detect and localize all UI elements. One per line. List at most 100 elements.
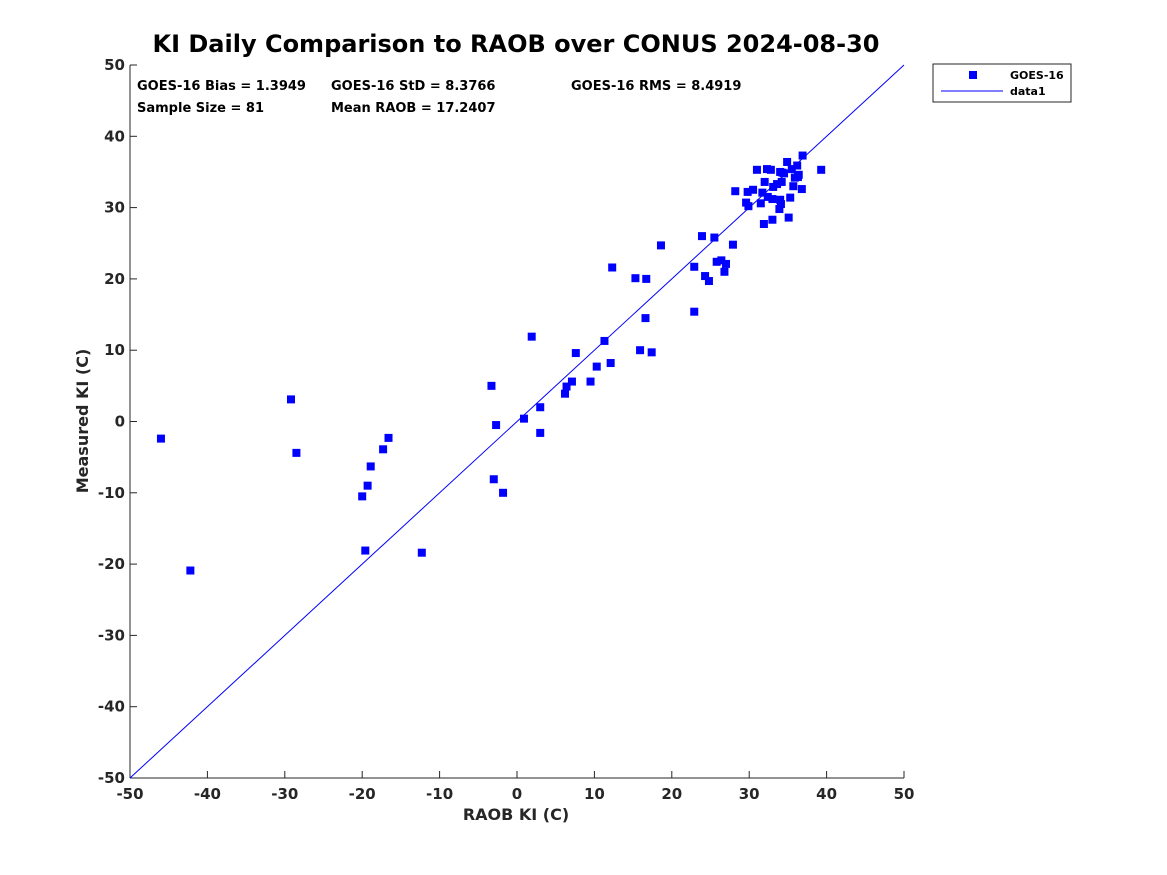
data-point — [656, 241, 665, 250]
data-point — [571, 349, 580, 358]
data-point — [636, 346, 645, 355]
data-point — [156, 434, 165, 443]
data-point — [701, 272, 710, 281]
data-point — [758, 188, 767, 197]
data-point — [786, 193, 795, 202]
data-point — [642, 274, 651, 283]
stat-std: GOES-16 StD = 8.3766 — [331, 79, 495, 94]
data-point — [361, 546, 370, 555]
data-point — [776, 195, 785, 204]
data-point — [527, 332, 536, 341]
y-tick-label: 50 — [104, 56, 125, 74]
data-point — [817, 165, 826, 174]
data-point — [631, 274, 640, 283]
y-axis-label: Measured KI (C) — [73, 349, 92, 494]
data-point — [536, 428, 545, 437]
data-point — [744, 202, 753, 211]
data-point — [690, 262, 699, 271]
legend: GOES-16 data1 — [932, 63, 1072, 103]
data-point — [766, 165, 775, 174]
data-point — [776, 200, 785, 209]
x-tick-label: 20 — [661, 785, 682, 803]
legend-label-goes16: GOES-16 — [1010, 69, 1064, 82]
data-point — [592, 362, 601, 371]
data-point — [704, 277, 713, 286]
data-point — [752, 165, 761, 174]
x-tick-label: 30 — [739, 785, 760, 803]
data-point — [787, 165, 796, 174]
data-point — [536, 403, 545, 412]
y-tick-label: -30 — [98, 626, 125, 644]
data-point — [773, 180, 782, 189]
x-tick-label: -10 — [426, 785, 453, 803]
data-point — [647, 348, 656, 357]
data-point — [720, 267, 729, 276]
data-point — [749, 185, 758, 194]
data-point — [776, 167, 785, 176]
data-point — [600, 336, 609, 345]
data-point — [777, 177, 786, 186]
data-point — [768, 215, 777, 224]
y-tick-label: -40 — [98, 698, 125, 716]
y-tick-label: 10 — [104, 341, 125, 359]
legend-label-data1: data1 — [1010, 85, 1046, 98]
data-point — [710, 233, 719, 242]
series-points-goes16 — [156, 151, 826, 575]
y-tick-label: 0 — [115, 413, 125, 431]
y-tick-label: 20 — [104, 270, 125, 288]
data-point — [784, 213, 793, 222]
data-point — [560, 389, 569, 398]
x-axis-label: RAOB KI (C) — [463, 805, 569, 824]
stat-rms: GOES-16 RMS = 8.4919 — [571, 79, 741, 94]
data-point — [384, 433, 393, 442]
data-point — [519, 414, 528, 423]
data-point — [775, 205, 784, 214]
data-point — [797, 185, 806, 194]
legend-box — [932, 63, 1072, 103]
data-point — [363, 481, 372, 490]
y-axis-ticks: -50 -40 -30 -20 -10 0 10 20 30 40 50 — [98, 56, 137, 787]
stat-mean-raob: Mean RAOB = 17.2407 — [331, 101, 496, 116]
data-point — [567, 377, 576, 386]
stat-bias: GOES-16 Bias = 1.3949 — [137, 79, 306, 94]
x-tick-label: -30 — [271, 785, 298, 803]
data-point — [417, 548, 426, 557]
data-point — [608, 263, 617, 272]
data-point — [731, 187, 740, 196]
data-point — [562, 382, 571, 391]
data-point — [728, 240, 737, 249]
x-tick-label: 50 — [894, 785, 915, 803]
data-point — [641, 314, 650, 323]
data-point — [798, 151, 807, 160]
data-point — [697, 232, 706, 241]
y-tick-label: 30 — [104, 199, 125, 217]
data-point — [499, 488, 508, 497]
y-tick-label: -10 — [98, 484, 125, 502]
stat-sample-size: Sample Size = 81 — [137, 101, 264, 116]
x-tick-label: -20 — [349, 785, 376, 803]
y-tick-label: -20 — [98, 555, 125, 573]
data-point — [487, 381, 496, 390]
data-point — [292, 448, 301, 457]
data-point — [606, 359, 615, 368]
legend-marker-goes16 — [969, 71, 977, 79]
data-point — [186, 566, 195, 575]
data-point — [489, 475, 498, 484]
data-point — [763, 192, 772, 201]
x-tick-label: -40 — [194, 785, 221, 803]
data-point — [358, 492, 367, 501]
data-point — [586, 377, 595, 386]
data-point — [379, 445, 388, 454]
data-point — [760, 177, 769, 186]
data-point — [793, 161, 802, 170]
data-point — [492, 421, 501, 430]
x-axis-ticks: -50 -40 -30 -20 -10 0 10 20 30 40 50 — [116, 771, 914, 803]
data-point — [789, 182, 798, 191]
data-point — [717, 256, 726, 265]
data-point — [721, 259, 730, 268]
data-point — [366, 462, 375, 471]
y-tick-label: -50 — [98, 769, 125, 787]
data-point — [783, 157, 792, 166]
data-point — [768, 195, 777, 204]
